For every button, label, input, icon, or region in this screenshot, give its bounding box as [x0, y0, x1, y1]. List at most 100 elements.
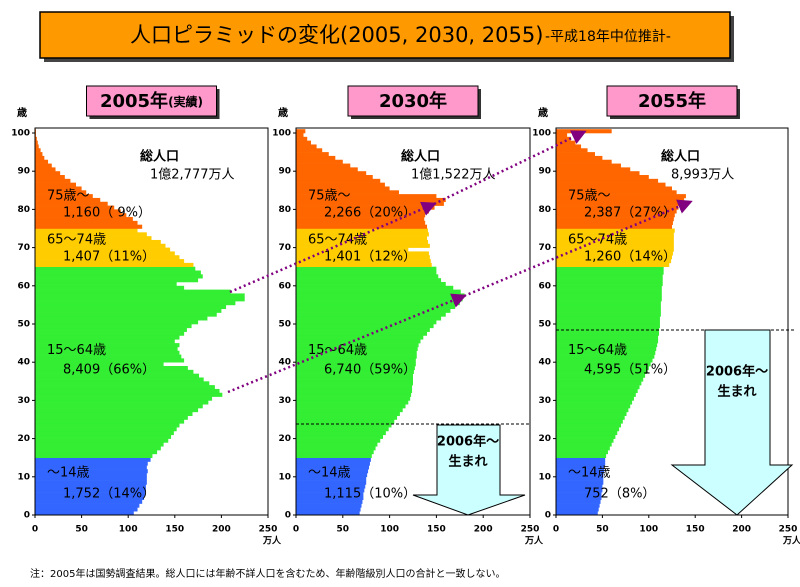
bar [296, 499, 363, 504]
bar [35, 350, 180, 355]
bar [35, 217, 133, 222]
bar [35, 461, 148, 466]
group-label: ～14歳 [308, 465, 351, 480]
bar [35, 327, 187, 332]
y-tick-label: 80 [278, 205, 291, 215]
bar [296, 220, 426, 225]
bar [556, 408, 629, 413]
total-value: 8,993万人 [671, 168, 734, 183]
bar [296, 346, 418, 352]
bar [35, 472, 147, 478]
bar [556, 259, 672, 264]
y-tick-label: 20 [17, 434, 30, 444]
bar [296, 472, 368, 478]
y-tick-label: 60 [17, 281, 30, 291]
bar [296, 159, 343, 164]
bar [296, 152, 329, 157]
y-tick-label: 10 [278, 472, 291, 482]
bar [556, 155, 603, 161]
bar [296, 133, 304, 138]
bar [296, 293, 465, 298]
bar [556, 362, 651, 367]
bar [556, 373, 646, 378]
bar [556, 423, 621, 428]
bar [35, 320, 199, 325]
bar [556, 232, 674, 237]
bar [35, 167, 56, 172]
group-value: 6,740（59%） [324, 362, 416, 377]
bar [35, 190, 87, 195]
bar [35, 247, 171, 252]
bar [556, 427, 620, 432]
bar [556, 396, 634, 401]
bar [556, 148, 588, 153]
x-tick-label: 250 [779, 525, 798, 535]
annotation: 2006年～ [706, 364, 768, 380]
bar [296, 396, 411, 401]
bar [35, 411, 193, 416]
bar [35, 140, 38, 145]
bar [556, 220, 673, 225]
bar [35, 324, 192, 329]
y-tick-label: 70 [278, 243, 291, 253]
bar [556, 144, 582, 149]
bar [556, 239, 674, 245]
bar [296, 178, 381, 183]
bar [556, 461, 606, 466]
bar [35, 205, 115, 210]
x-tick-label: 250 [521, 525, 540, 535]
bar [35, 201, 108, 206]
bar [556, 488, 603, 493]
bar [296, 182, 385, 187]
bar [556, 301, 661, 306]
bar [556, 450, 608, 455]
panel-header [347, 85, 479, 117]
total-value: 1億2,777万人 [150, 167, 235, 183]
bar [35, 392, 223, 397]
bar [35, 136, 37, 141]
bar [35, 476, 147, 481]
bar [35, 446, 161, 451]
bar [556, 243, 674, 248]
bar [296, 331, 428, 336]
bar [556, 289, 662, 294]
bar [35, 270, 201, 275]
bar [296, 457, 371, 462]
y-tick-label: 40 [538, 358, 551, 368]
y-tick-label: 0 [24, 511, 30, 521]
bar [35, 159, 49, 164]
y-tick-label: 70 [17, 243, 30, 253]
total-label: 総人口 [661, 149, 700, 165]
bar [35, 262, 194, 267]
panel-title: 2005年(実績) [100, 90, 203, 112]
bar [35, 312, 217, 317]
y-tick-label: 0 [285, 511, 291, 521]
bar [35, 366, 188, 371]
bar [296, 201, 444, 206]
bar [35, 369, 194, 374]
bar [296, 488, 365, 493]
bar [296, 186, 390, 191]
bar [35, 209, 121, 214]
bar [556, 136, 571, 141]
cohort-link [463, 199, 693, 298]
bar [296, 495, 364, 501]
bar [556, 163, 621, 168]
bar [556, 186, 672, 191]
bar [556, 247, 674, 252]
title-box [39, 11, 731, 59]
y-tick-label: 30 [17, 396, 30, 406]
bar [35, 408, 199, 413]
bar [296, 262, 432, 267]
bar [296, 419, 395, 424]
bar [296, 236, 428, 241]
bar [556, 262, 670, 267]
bar [296, 289, 461, 294]
bar [296, 136, 308, 141]
y-tick-label: 20 [278, 434, 291, 444]
bar [296, 484, 366, 489]
bar [296, 140, 311, 145]
bar [556, 171, 640, 176]
bar [296, 507, 361, 512]
